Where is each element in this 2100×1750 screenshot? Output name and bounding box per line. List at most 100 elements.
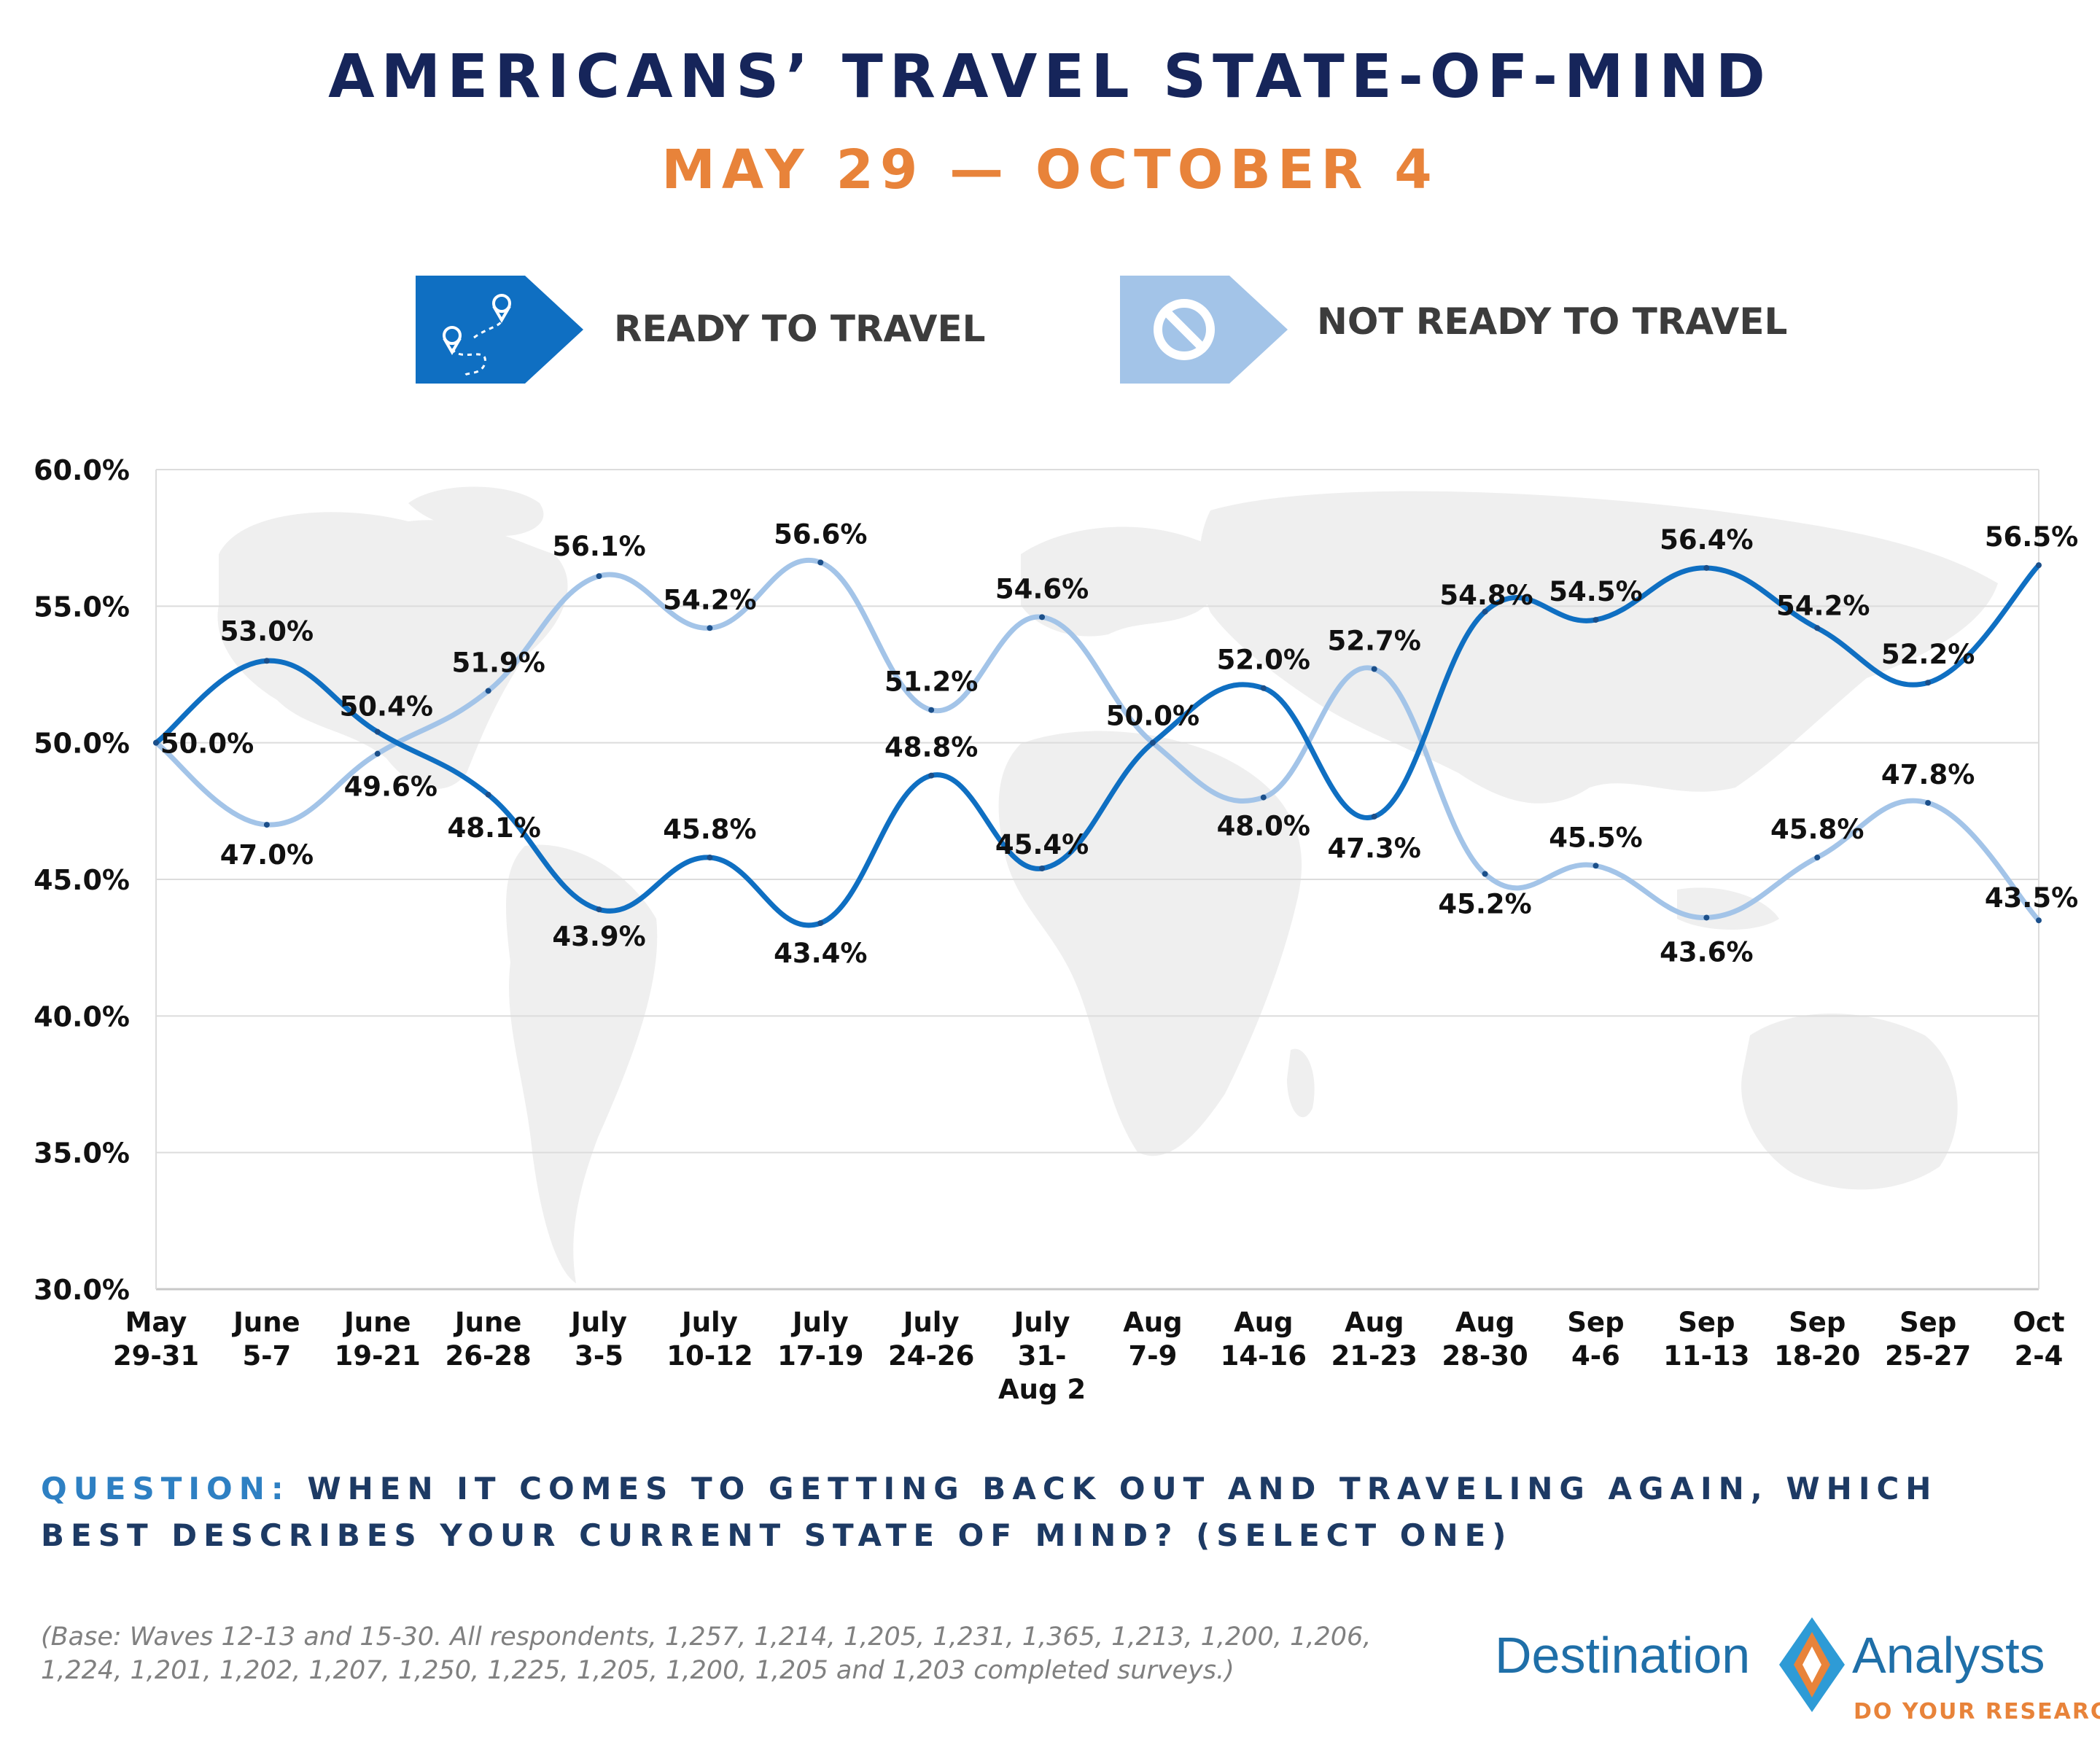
data-label: 52.7% bbox=[1328, 626, 1421, 657]
line-chart: 30.0% 35.0% 40.0% 45.0% 50.0% 55.0% 60.0% May 2… bbox=[34, 454, 2078, 1405]
x-tick-label: June 26-28 bbox=[445, 1307, 531, 1372]
chart-subtitle: MAY 29 — OCTOBER 4 bbox=[661, 139, 1439, 201]
y-axis: 30.0% 35.0% 40.0% 45.0% 50.0% 55.0% 60.0% bbox=[34, 454, 130, 1306]
chart-title: AMERICANS’ TRAVEL STATE-OF-MIND bbox=[328, 42, 1772, 112]
data-label: 52.2% bbox=[1881, 639, 1975, 670]
x-tick-label: May 29-31 bbox=[113, 1307, 199, 1372]
x-tick-label: Sep 25-27 bbox=[1885, 1307, 1971, 1372]
y-tick-label: 55.0% bbox=[34, 591, 130, 623]
data-point bbox=[1149, 739, 1156, 746]
data-point bbox=[596, 906, 602, 913]
x-tick-label: Oct 2-4 bbox=[2012, 1307, 2064, 1372]
map-route-icon bbox=[416, 276, 583, 384]
data-label: 45.8% bbox=[663, 814, 756, 845]
data-label: 45.5% bbox=[1549, 822, 1642, 853]
data-point bbox=[1592, 863, 1599, 869]
data-point bbox=[485, 688, 491, 694]
question-label: QUESTION: bbox=[41, 1471, 290, 1506]
data-label: 49.6% bbox=[344, 771, 438, 803]
data-label: 54.2% bbox=[663, 584, 756, 615]
base-note: (Base: Waves 12-13 and 15-30. All respon… bbox=[41, 1622, 1372, 1685]
data-label: 43.9% bbox=[552, 921, 645, 952]
prohibited-icon bbox=[1120, 276, 1288, 384]
data-point bbox=[1039, 614, 1046, 621]
data-label: 47.0% bbox=[220, 839, 314, 871]
data-label: 48.1% bbox=[447, 812, 540, 844]
x-tick-label: July 3-5 bbox=[569, 1307, 627, 1372]
data-label: 51.9% bbox=[451, 647, 545, 678]
data-label: 54.8% bbox=[1439, 580, 1533, 611]
logo-name-left: Destination bbox=[1495, 1627, 1751, 1684]
data-point bbox=[707, 855, 713, 861]
data-point bbox=[1592, 617, 1599, 623]
x-tick-label: Sep 4-6 bbox=[1567, 1307, 1624, 1372]
data-label: 48.0% bbox=[1217, 811, 1310, 842]
x-tick-label: Aug 7-9 bbox=[1123, 1307, 1182, 1372]
data-label: 43.4% bbox=[774, 938, 867, 969]
y-tick-label: 35.0% bbox=[34, 1138, 130, 1170]
x-tick-label: Aug 21-23 bbox=[1331, 1307, 1418, 1372]
world-map-background bbox=[217, 486, 1998, 1283]
logo-name-right: Analysts bbox=[1852, 1627, 2045, 1684]
data-point bbox=[374, 750, 381, 757]
data-point bbox=[1703, 564, 1710, 571]
data-point bbox=[263, 658, 270, 664]
y-tick-label: 45.0% bbox=[34, 864, 130, 896]
question-text: WHEN IT COMES TO GETTING BACK OUT AND TR… bbox=[41, 1471, 1938, 1553]
data-point bbox=[1260, 794, 1267, 801]
data-label: 56.6% bbox=[774, 518, 867, 550]
x-tick-label: July 31-Aug 2 bbox=[998, 1307, 1086, 1405]
data-point bbox=[153, 739, 159, 746]
data-label: 45.8% bbox=[1770, 814, 1864, 845]
data-point bbox=[374, 728, 381, 735]
data-label: 45.4% bbox=[995, 829, 1089, 860]
data-point bbox=[1703, 914, 1710, 921]
data-point bbox=[1925, 680, 1932, 686]
data-label: 52.0% bbox=[1217, 645, 1310, 676]
x-tick-label: June 19-21 bbox=[335, 1307, 421, 1372]
data-point bbox=[707, 625, 713, 631]
data-labels: 53.0% 50.4% 48.1% 43.9% 45.8% 43.4% 48.8% 45.4%… bbox=[160, 518, 2078, 969]
x-tick-label: Sep 11-13 bbox=[1663, 1307, 1749, 1372]
data-label: 47.8% bbox=[1881, 759, 1975, 790]
data-label: 48.8% bbox=[884, 732, 978, 763]
x-tick-label: Aug 28-30 bbox=[1442, 1307, 1528, 1372]
data-label: 51.2% bbox=[884, 666, 978, 698]
data-point bbox=[2036, 917, 2042, 924]
legend-not-ready bbox=[1120, 276, 1288, 384]
data-label: 54.2% bbox=[1776, 590, 1870, 621]
data-point bbox=[596, 573, 602, 580]
data-point bbox=[1925, 800, 1932, 806]
x-tick-label: July 24-26 bbox=[888, 1307, 974, 1372]
y-tick-label: 50.0% bbox=[34, 728, 130, 760]
data-label: 43.5% bbox=[1985, 882, 2078, 914]
data-points bbox=[153, 559, 2042, 926]
data-point bbox=[817, 919, 824, 926]
y-tick-label: 40.0% bbox=[34, 1000, 130, 1032]
data-point bbox=[1371, 813, 1377, 820]
data-point bbox=[1814, 625, 1821, 631]
legend-not-ready-label: NOT READY TO TRAVEL bbox=[1317, 300, 1788, 343]
data-label: 50.0% bbox=[160, 728, 254, 760]
data-point bbox=[928, 772, 935, 779]
data-label: 50.4% bbox=[340, 691, 433, 723]
legend-ready-label: READY TO TRAVEL bbox=[614, 308, 986, 350]
data-label: 56.1% bbox=[552, 531, 645, 562]
y-tick-label: 30.0% bbox=[34, 1274, 130, 1306]
x-axis: May 29-31 June 5-7 June 19-21 June 26-28 July 3-5… bbox=[113, 1307, 2065, 1405]
x-tick-label: Sep 18-20 bbox=[1774, 1307, 1860, 1372]
data-label: 50.0% bbox=[1106, 701, 1199, 732]
data-point bbox=[263, 822, 270, 828]
x-tick-label: June 5-7 bbox=[231, 1307, 300, 1372]
data-label: 53.0% bbox=[220, 615, 314, 647]
data-label: 56.5% bbox=[1985, 521, 2078, 553]
data-label: 56.4% bbox=[1660, 524, 1753, 556]
data-point bbox=[1482, 608, 1488, 615]
data-point bbox=[1260, 685, 1267, 691]
data-label: 43.6% bbox=[1660, 936, 1753, 968]
x-tick-label: July 10-12 bbox=[666, 1307, 752, 1372]
data-point bbox=[485, 791, 491, 798]
legend-ready bbox=[416, 276, 583, 384]
data-point bbox=[1482, 871, 1488, 877]
data-label: 47.3% bbox=[1328, 833, 1421, 864]
